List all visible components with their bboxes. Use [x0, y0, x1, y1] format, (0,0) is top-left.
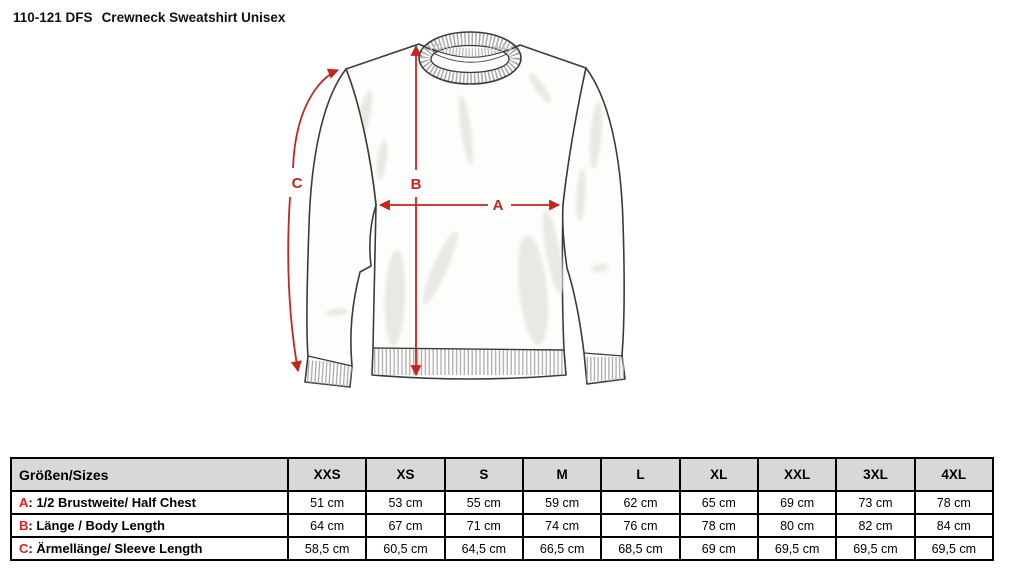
- measure-letter-a: A: [19, 495, 29, 510]
- column-header-m: M: [521, 457, 603, 492]
- measurement-arrow-c: [287, 68, 340, 373]
- left-sleeve-fold: [326, 308, 348, 316]
- product-name: Crewneck Sweatshirt Unisex: [101, 10, 286, 25]
- crewneck-collar: [418, 31, 522, 85]
- hem-band: [372, 347, 565, 375]
- page-title: 110-121 DFS Crewneck Sweatshirt Unisex: [13, 10, 285, 25]
- value-cell: 78 cm: [678, 513, 759, 538]
- column-header-s: S: [443, 457, 524, 492]
- value-cell: 60,5 cm: [365, 536, 446, 561]
- value-cell: 59 cm: [521, 490, 603, 515]
- value-cell: 69 cm: [678, 536, 759, 561]
- value-cell: 51 cm: [286, 490, 368, 515]
- measurement-arrows: [287, 44, 561, 377]
- value-cell: 68,5 cm: [600, 536, 681, 561]
- column-header-xxl: XXL: [756, 457, 838, 492]
- table-row-sleeve-length: C: Ärmellänge/ Sleeve Length 58,5 cm 60,…: [10, 536, 995, 561]
- label-b: B: [411, 176, 422, 193]
- value-cell: 64 cm: [286, 513, 368, 538]
- header-sizes: Größen/Sizes: [10, 457, 289, 492]
- measure-letter-b: B: [19, 518, 29, 533]
- sweatshirt-sketch: A B C: [287, 31, 626, 388]
- column-header-xl: XL: [678, 457, 759, 492]
- value-cell: 62 cm: [600, 490, 681, 515]
- value-cell: 69,5 cm: [835, 536, 916, 561]
- sweatshirt-diagram: A B C: [287, 31, 626, 388]
- value-cell: 55 cm: [443, 490, 524, 515]
- value-cell: 65 cm: [678, 490, 759, 515]
- row-label-half-chest: A: 1/2 Brustweite/ Half Chest: [10, 490, 289, 515]
- value-cell: 73 cm: [835, 490, 916, 515]
- value-cell: 74 cm: [521, 513, 603, 538]
- product-code: 110-121 DFS: [13, 10, 93, 25]
- row-label-sleeve-length: C: Ärmellänge/ Sleeve Length: [10, 536, 289, 561]
- row-label-text: : Länge / Body Length: [28, 518, 165, 533]
- size-table: Größen/Sizes XXS XS S M L XL XXL 3XL 4XL…: [10, 457, 995, 561]
- row-label-text: : Ärmellänge/ Sleeve Length: [28, 541, 203, 556]
- left-cuff: [305, 355, 353, 387]
- value-cell: 69,5 cm: [913, 536, 995, 561]
- value-cell: 82 cm: [835, 513, 916, 538]
- label-a: A: [493, 197, 504, 214]
- value-cell: 66,5 cm: [521, 536, 603, 561]
- table-header-row: Größen/Sizes XXS XS S M L XL XXL 3XL 4XL: [10, 457, 995, 492]
- row-label-text: : 1/2 Brustweite/ Half Chest: [28, 495, 196, 510]
- value-cell: 84 cm: [913, 513, 995, 538]
- table-row-half-chest: A: 1/2 Brustweite/ Half Chest 51 cm 53 c…: [10, 490, 995, 515]
- value-cell: 69,5 cm: [756, 536, 838, 561]
- column-header-4xl: 4XL: [913, 457, 995, 492]
- label-c: C: [292, 175, 303, 192]
- value-cell: 53 cm: [365, 490, 446, 515]
- value-cell: 80 cm: [756, 513, 838, 538]
- value-cell: 69 cm: [756, 490, 838, 515]
- value-cell: 67 cm: [365, 513, 446, 538]
- value-cell: 76 cm: [600, 513, 681, 538]
- value-cell: 64,5 cm: [443, 536, 524, 561]
- value-cell: 71 cm: [443, 513, 524, 538]
- measure-letter-c: C: [19, 541, 29, 556]
- sweatshirt-body: [345, 43, 587, 380]
- right-cuff: [583, 352, 625, 381]
- row-label-body-length: B: Länge / Body Length: [10, 513, 289, 538]
- right-sleeve-folds: [576, 101, 609, 273]
- column-header-l: L: [600, 457, 681, 492]
- value-cell: 78 cm: [913, 490, 995, 515]
- table-row-body-length: B: Länge / Body Length 64 cm 67 cm 71 cm…: [10, 513, 995, 538]
- fabric-folds: [353, 73, 564, 346]
- column-header-3xl: 3XL: [835, 457, 916, 492]
- value-cell: 58,5 cm: [286, 536, 368, 561]
- left-sleeve: [304, 68, 377, 388]
- column-header-xxs: XXS: [286, 457, 368, 492]
- right-sleeve: [561, 67, 626, 385]
- column-header-xs: XS: [365, 457, 446, 492]
